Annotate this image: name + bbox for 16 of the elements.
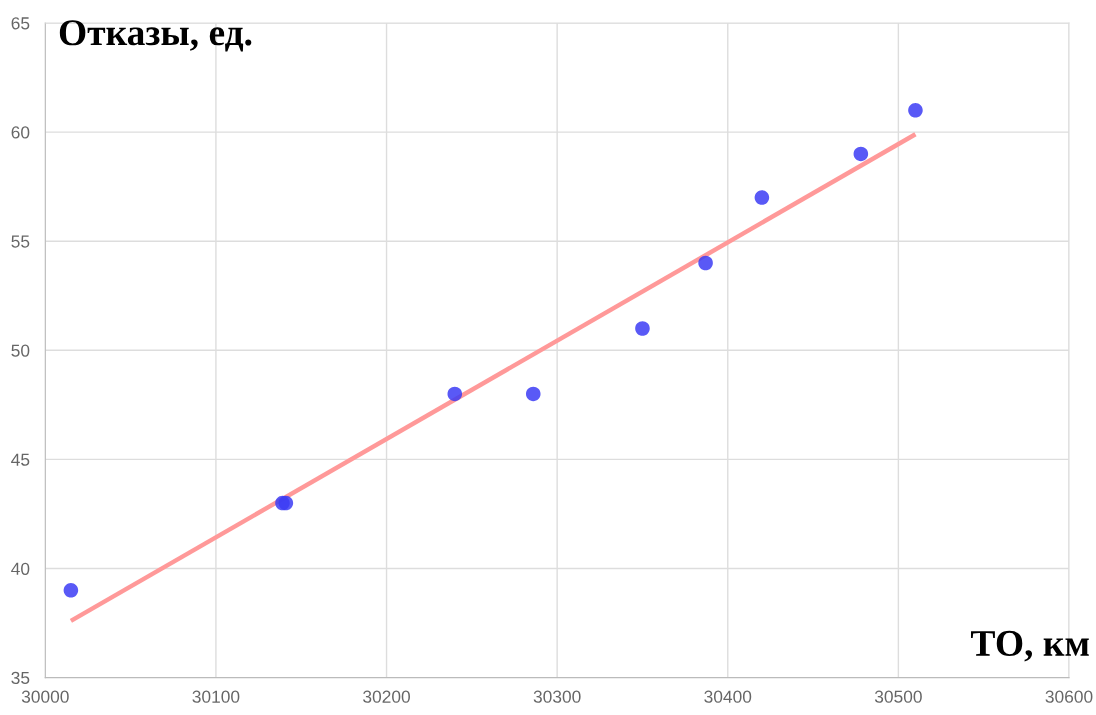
- y-tick-label: 45: [11, 453, 30, 466]
- y-tick-label: 50: [11, 344, 30, 357]
- x-tick-label: 30500: [874, 690, 922, 703]
- y-tick-label: 65: [11, 17, 30, 30]
- x-tick-label: 30600: [1045, 690, 1093, 703]
- y-tick-label: 40: [11, 562, 30, 575]
- x-tick-label: 30000: [21, 690, 69, 703]
- y-axis-title: Отказы, ед.: [59, 20, 252, 52]
- x-tick-label: 30200: [363, 690, 410, 703]
- y-tick-label: 60: [11, 126, 30, 139]
- x-axis-title: ТО, км: [971, 630, 1089, 662]
- x-tick-label: 30400: [704, 690, 752, 703]
- y-tick-label: 55: [11, 235, 30, 248]
- x-tick-label: 30100: [192, 690, 240, 703]
- x-tick-label: 30300: [533, 690, 581, 703]
- y-tick-label: 35: [11, 671, 30, 685]
